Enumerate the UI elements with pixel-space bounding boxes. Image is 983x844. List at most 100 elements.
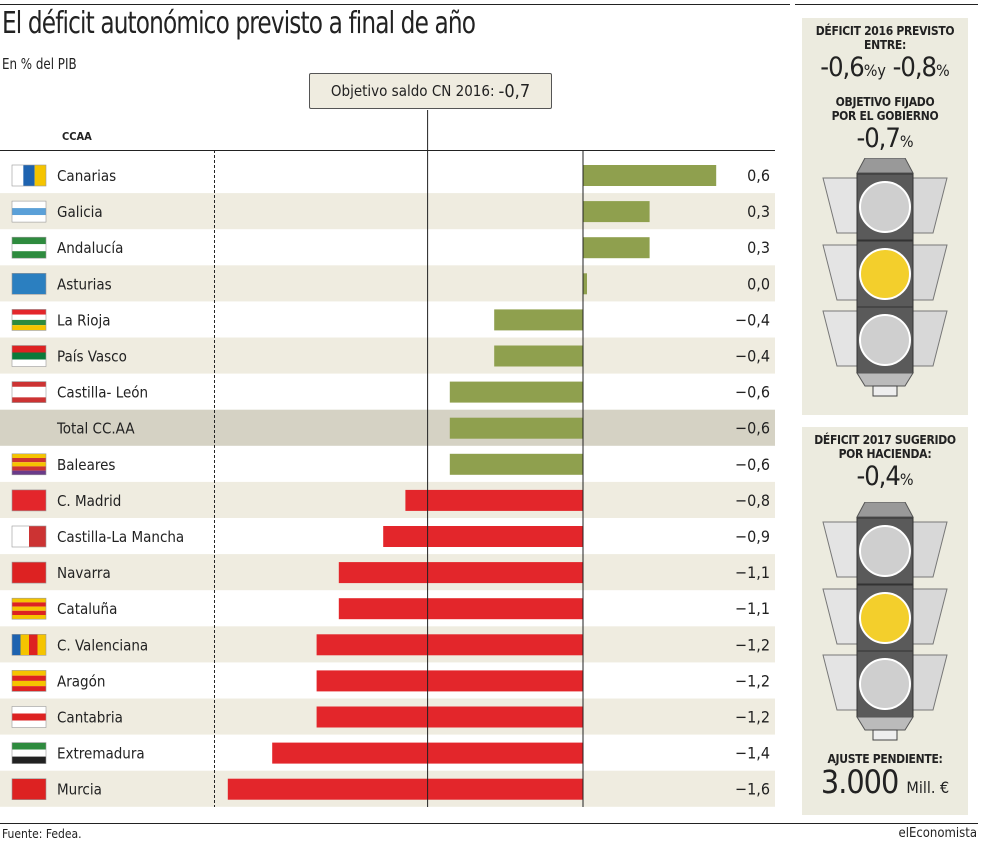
category-label: Aragón: [57, 672, 105, 690]
category-label: Cantabria: [57, 709, 123, 727]
flag-stripe: [12, 453, 46, 458]
value-label: −0,6: [735, 383, 770, 402]
panel1-heading2: OBJETIVO FIJADO POR EL GOBIERNO: [831, 95, 939, 123]
flag-stripe: [12, 489, 46, 511]
bar: [338, 598, 583, 620]
flag-stripe: [12, 208, 46, 216]
bar: [449, 381, 583, 403]
pct: %: [936, 61, 950, 80]
light-lamp: [859, 314, 911, 366]
flag-border: [11, 778, 47, 801]
flag-stripe: [34, 165, 46, 186]
light-lamp: [859, 658, 911, 710]
category-label: Castilla- León: [57, 384, 148, 402]
traffic-light-icon: [822, 158, 948, 397]
flag-stripe: [12, 675, 46, 681]
bar: [405, 489, 583, 511]
column-header: CCAA: [62, 130, 92, 143]
flag-stripe: [12, 606, 46, 611]
bar: [383, 526, 583, 547]
bar: [338, 562, 583, 584]
flag-stripe: [12, 602, 46, 607]
flag-icon: [11, 670, 47, 692]
flag-stripe: [23, 165, 35, 186]
flag-stripe: [12, 325, 46, 331]
panel2-heading2: AJUSTE PENDIENTE:: [827, 752, 943, 766]
light-base: [856, 716, 914, 731]
panel1-target: -0,7%: [802, 123, 968, 158]
top-rule-right: [795, 4, 978, 5]
light-visor: [822, 244, 858, 301]
flag-stripe: [12, 526, 29, 547]
flag-stripe: [12, 386, 46, 393]
flag-stripe: [12, 466, 46, 471]
light-post: [872, 729, 898, 741]
bar: [494, 309, 583, 331]
flag-stripe: [12, 615, 46, 620]
light-visor: [912, 588, 948, 645]
flag-border: [11, 381, 47, 403]
flag-border: [11, 561, 47, 584]
category-label: Extremadura: [57, 745, 145, 763]
row-background: [0, 265, 775, 302]
traffic-light-icon: [822, 502, 948, 741]
category-label: Asturias: [57, 275, 112, 293]
category-label: C. Valenciana: [57, 636, 148, 654]
flag-stripe: [12, 319, 46, 326]
flag-icon: [11, 742, 47, 764]
light-visor: [822, 588, 858, 645]
flag-border: [11, 345, 47, 367]
footer-rule: [0, 823, 978, 824]
flag-stripe: [12, 244, 46, 252]
flag-icon: [11, 236, 47, 259]
bar: [316, 670, 583, 692]
flag-icon: [11, 200, 47, 223]
value-label: −0,6: [735, 455, 770, 474]
adjustment-value: 3.000: [820, 763, 899, 801]
flag-icon: [11, 345, 47, 367]
value-label: −1,2: [735, 671, 770, 690]
light-lamp: [859, 592, 911, 644]
flag-icon: [11, 164, 47, 187]
flag-icon: [11, 453, 47, 476]
flag-stripe: [12, 470, 46, 475]
light-visor: [912, 177, 948, 234]
bar: [583, 165, 717, 186]
flag-stripe: [12, 749, 46, 757]
pct: %: [863, 61, 878, 80]
value-label: −0,4: [735, 347, 770, 366]
flag-stripe: [12, 680, 46, 687]
panel2-heading: DÉFICIT 2017 SUGERIDO POR HACIENDA:: [814, 433, 956, 461]
light-post: [872, 385, 898, 397]
light-cap: [856, 158, 914, 174]
flag-border: [11, 489, 47, 512]
suggested-deficit: -0,4: [856, 461, 900, 492]
bar: [583, 237, 650, 259]
bar: [316, 634, 583, 656]
flag-stripe: [29, 526, 46, 547]
flag-icon: [11, 778, 47, 801]
flag-border: [11, 309, 47, 331]
value-label: 0,0: [747, 274, 770, 293]
flag-border: [11, 272, 47, 295]
category-label: País Vasco: [57, 348, 127, 366]
category-label: Galicia: [57, 203, 103, 221]
value-label: 0,6: [747, 166, 770, 185]
category-label: Canarias: [57, 167, 116, 185]
light-visor: [822, 310, 858, 367]
flag-icon: [11, 597, 47, 620]
panel-2016: DÉFICIT 2016 PREVISTO ENTRE: -0,6%y -0,8…: [802, 18, 968, 415]
bar: [494, 345, 583, 367]
value-label: −1,1: [735, 599, 770, 618]
bar: [227, 778, 584, 800]
light-base: [856, 372, 914, 387]
value-label: −1,2: [735, 635, 770, 654]
flag-stripe: [20, 634, 29, 656]
flag-border: [11, 236, 47, 259]
value-label: −1,1: [735, 563, 770, 582]
flag-icon: [11, 706, 47, 728]
flag-stripe: [12, 706, 46, 714]
range-high: -0,8: [892, 52, 937, 83]
value-label: 0,3: [747, 238, 770, 257]
flag-border: [11, 742, 47, 764]
